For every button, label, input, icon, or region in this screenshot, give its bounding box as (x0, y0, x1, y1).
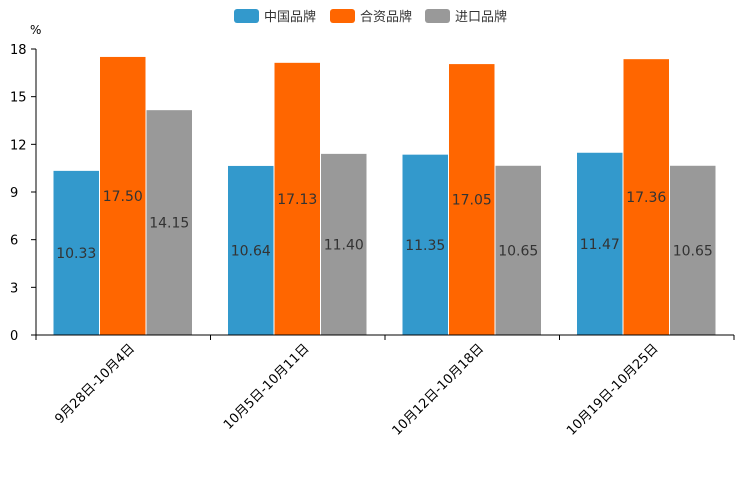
x-category-label: 10月19日-10月25日 (564, 341, 661, 438)
legend-swatch (425, 9, 450, 23)
y-tick-label: 6 (10, 234, 18, 249)
legend: 中国品牌 合资品牌 进口品牌 (234, 9, 507, 25)
bar-value-label: 17.36 (626, 190, 666, 206)
bar (623, 59, 669, 336)
bar-value-label: 11.47 (580, 237, 620, 253)
bar (449, 64, 495, 335)
bar-value-label: 17.13 (277, 192, 317, 208)
series-1: 10.33 10.64 11.35 11.47 (53, 152, 623, 335)
legend-label: 合资品牌 (360, 9, 412, 25)
bar-value-label: 17.50 (103, 189, 143, 205)
bar-value-label: 11.35 (405, 238, 445, 254)
bar-value-label: 11.40 (324, 237, 364, 253)
legend-label: 中国品牌 (264, 9, 316, 25)
bars: 10.33 10.64 11.35 11.47 17.50 17.13 17.05 17.36… (53, 56, 716, 336)
legend-item[interactable]: 合资品牌 (330, 9, 412, 25)
y-tick-label: 0 (10, 329, 18, 344)
legend-swatch (330, 9, 355, 23)
y-tick-label: 12 (10, 138, 27, 153)
series-2: 17.50 17.13 17.05 17.36 (100, 56, 669, 336)
legend-label: 进口品牌 (455, 9, 507, 25)
bar (577, 152, 623, 335)
y-axis-unit-label: % (30, 23, 41, 37)
bar-value-label: 14.15 (149, 216, 189, 232)
x-category-label: 10月5日-10月11日 (221, 341, 313, 433)
legend-swatch (234, 9, 259, 23)
bar (146, 110, 192, 335)
bar (228, 165, 274, 335)
bar (670, 165, 716, 335)
bar (321, 153, 367, 335)
series-3: 14.15 11.40 10.65 10.65 (146, 110, 716, 335)
y-tick-label: 15 (10, 91, 27, 106)
y-tick-label: 3 (10, 281, 18, 296)
bar (100, 56, 146, 335)
bar (274, 62, 320, 335)
bar-value-label: 10.64 (231, 243, 271, 259)
legend-item[interactable]: 进口品牌 (425, 9, 507, 25)
bar-value-label: 10.33 (56, 246, 96, 262)
y-axis: 0 3 6 9 12 15 18 (10, 43, 37, 344)
legend-item[interactable]: 中国品牌 (234, 9, 316, 25)
bar (53, 170, 99, 335)
bar-value-label: 10.65 (498, 243, 538, 259)
x-category-label: 10月12日-10月18日 (390, 341, 487, 438)
y-tick-label: 18 (10, 43, 27, 58)
x-axis: 9月28日-10月4日 10月5日-10月11日 10月12日-10月18日 10月1… (35, 334, 735, 439)
bar (402, 154, 448, 335)
x-category-label: 9月28日-10月4日 (52, 341, 138, 427)
y-tick-label: 9 (10, 186, 18, 201)
bar-value-label: 10.65 (673, 243, 713, 259)
bar (495, 165, 541, 335)
bar-value-label: 17.05 (452, 193, 492, 209)
